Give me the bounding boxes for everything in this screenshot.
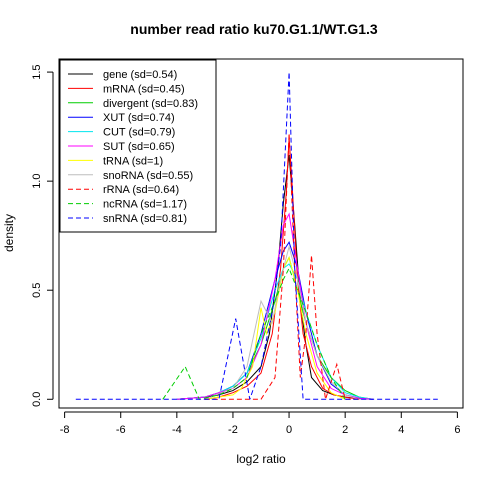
legend-label: snoRNA (sd=0.55) <box>103 170 193 182</box>
x-axis-label: log2 ratio <box>236 452 286 466</box>
x-tick-label: 2 <box>342 424 348 436</box>
series-line-1 <box>204 137 360 400</box>
x-tick-label: -2 <box>228 424 238 436</box>
legend-label: CUT (sd=0.79) <box>103 127 175 139</box>
y-tick-label: 0.5 <box>31 283 43 298</box>
x-tick-label: 6 <box>454 424 460 436</box>
x-tick-label: 4 <box>398 424 404 436</box>
legend-label: SUT (sd=0.65) <box>103 141 175 153</box>
series-line-4 <box>176 263 374 400</box>
series-line-10 <box>75 72 438 400</box>
legend-label: XUT (sd=0.74) <box>103 112 175 124</box>
x-tick-label: -8 <box>60 424 70 436</box>
legend-label: gene (sd=0.54) <box>103 69 177 81</box>
y-tick-label: 1.0 <box>31 174 43 189</box>
legend: gene (sd=0.54) mRNA (sd=0.45) divergent (s… <box>59 59 217 233</box>
legend-label: tRNA (sd=1) <box>103 155 163 167</box>
series-line-9 <box>162 267 346 400</box>
legend-label: ncRNA (sd=1.17) <box>103 199 187 211</box>
x-tick-label: 0 <box>286 424 292 436</box>
y-axis: 0.0 0.5 1.0 1.5 <box>31 64 54 407</box>
legend-label: snRNA (sd=0.81) <box>103 213 187 225</box>
y-tick-label: 0.0 <box>31 392 43 407</box>
legend-label: mRNA (sd=0.45) <box>103 83 185 95</box>
legend-label: divergent (sd=0.83) <box>103 98 198 110</box>
x-tick-label: -6 <box>116 424 126 436</box>
series-line-8 <box>204 133 360 400</box>
x-axis: -8 -6 -4 -2 0 2 4 6 <box>60 411 460 436</box>
series-line-5 <box>176 212 374 400</box>
y-axis-label: density <box>2 214 16 252</box>
plot-frame <box>58 58 464 409</box>
series-line-7 <box>204 244 360 400</box>
y-tick-label: 1.5 <box>31 64 43 79</box>
series-line-6 <box>204 256 346 400</box>
chart-title: number read ratio ku70.G1.1/WT.G1.3 <box>130 21 378 37</box>
x-tick-label: -4 <box>172 424 182 436</box>
legend-label: rRNA (sd=0.64) <box>103 184 179 196</box>
series-layer <box>75 72 438 400</box>
